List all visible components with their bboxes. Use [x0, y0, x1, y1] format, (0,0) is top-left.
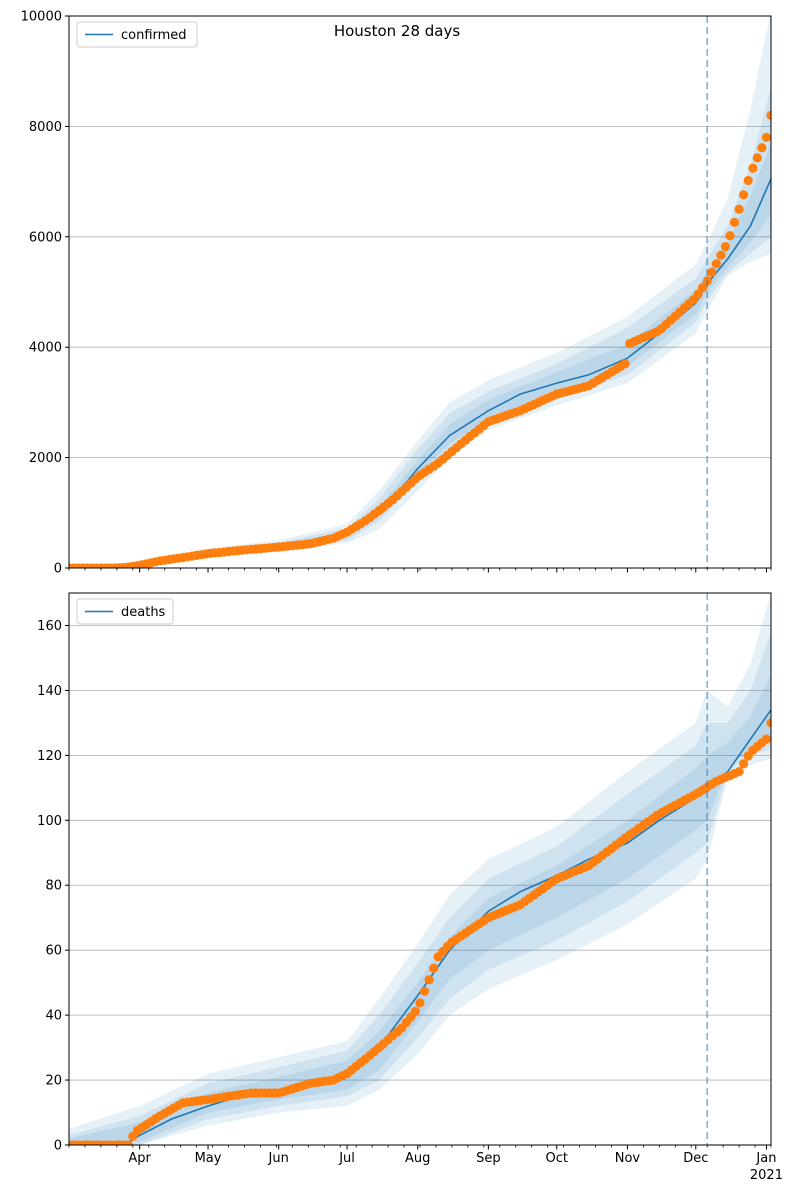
- y-tick-label: 140: [37, 684, 62, 699]
- plot-area: [69, 16, 771, 568]
- uncertainty-band-inner: [69, 143, 771, 568]
- observed-point: [429, 963, 439, 973]
- x-tick-label: May: [195, 1151, 222, 1166]
- x-tick-label: Apr: [128, 1151, 151, 1166]
- confirmed-chart: 0 2000 4000 6000 8000 10000 confirmed: [21, 10, 772, 577]
- x-year-label: 2021: [750, 1168, 783, 1183]
- y-tick-label: 4000: [29, 341, 62, 356]
- observed-point: [424, 975, 434, 985]
- x-tick-label: Aug: [405, 1151, 430, 1166]
- observed-point: [720, 242, 731, 252]
- observed-point: [761, 734, 771, 744]
- observed-point: [766, 110, 771, 120]
- observed-point: [620, 359, 630, 369]
- y-tick-label: 8000: [29, 120, 62, 135]
- observed-point: [734, 204, 744, 214]
- observed-point: [698, 283, 708, 293]
- x-tick-label: Dec: [683, 1151, 708, 1166]
- plot-area: [69, 593, 771, 1145]
- observed-point: [766, 718, 771, 728]
- deaths-chart: 0 20 40 60 80 100 120 140 160 Apr May Jun Jul Aug Sep O…: [37, 592, 783, 1183]
- y-tick-label: 40: [45, 1009, 62, 1024]
- observed-point: [711, 259, 721, 269]
- y-tick-label: 10000: [21, 10, 62, 25]
- legend-label: confirmed: [121, 28, 187, 43]
- observed-point: [716, 250, 726, 260]
- legend: confirmed: [76, 21, 198, 48]
- y-tick-label: 0: [54, 1139, 62, 1154]
- legend-box: [76, 21, 198, 48]
- observed-point: [415, 998, 425, 1008]
- y-tick-label: 20: [45, 1074, 62, 1089]
- x-tick-label: Jun: [268, 1151, 289, 1166]
- x-tick-label: Sep: [476, 1151, 501, 1166]
- observed-point: [123, 1140, 133, 1145]
- x-tick-label: Jul: [338, 1151, 355, 1166]
- y-tick-label: 160: [37, 619, 62, 634]
- observed-point: [739, 190, 749, 200]
- uncertainty-band-outer: [69, 16, 771, 568]
- x-tick-label: Jan: [755, 1151, 776, 1166]
- legend-label: deaths: [121, 605, 166, 620]
- x-tick-label: Oct: [546, 1151, 568, 1166]
- observed-point: [757, 143, 767, 153]
- observed-point: [729, 217, 740, 227]
- observed-point: [734, 767, 744, 777]
- uncertainty-band-mid: [69, 632, 771, 1145]
- uncertainty-band-outer: [69, 593, 771, 1145]
- y-tick-label: 6000: [29, 230, 62, 245]
- observed-series: [69, 718, 771, 1145]
- y-tick-label: 2000: [29, 451, 62, 466]
- legend: deaths: [76, 598, 174, 625]
- observed-point: [752, 153, 762, 163]
- x-tick-label: Nov: [615, 1151, 641, 1166]
- y-tick-label: 100: [37, 814, 62, 829]
- observed-series: [69, 110, 771, 568]
- observed-point: [693, 289, 703, 299]
- observed-point: [707, 267, 717, 277]
- figure-title: Houston 28 days: [334, 22, 461, 40]
- y-tick-label: 120: [37, 749, 62, 764]
- observed-point: [410, 1006, 420, 1017]
- observed-point: [743, 175, 753, 186]
- observed-point: [748, 163, 758, 173]
- observed-point: [761, 132, 771, 142]
- legend-box: [76, 598, 174, 625]
- y-tick-label: 60: [45, 944, 62, 959]
- observed-point: [725, 231, 735, 241]
- y-tick-label: 0: [54, 562, 62, 577]
- y-tick-label: 80: [45, 879, 62, 894]
- observed-point: [739, 759, 749, 769]
- observed-point: [420, 986, 430, 996]
